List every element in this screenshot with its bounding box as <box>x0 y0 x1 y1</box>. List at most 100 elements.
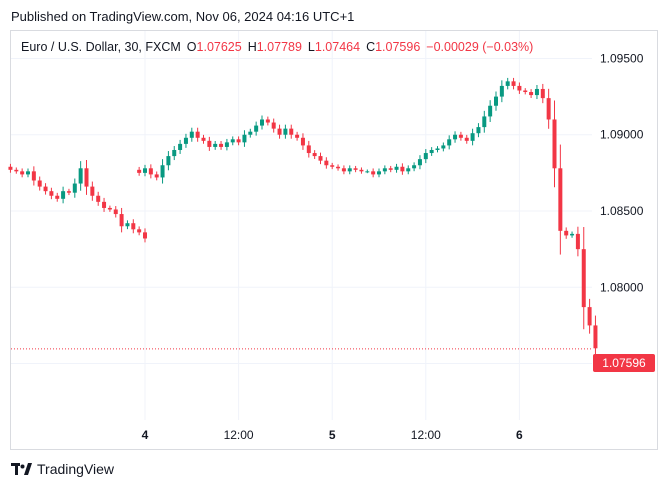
candle-body <box>84 168 89 187</box>
candle-body <box>476 127 481 134</box>
candle-body <box>277 128 282 135</box>
candle-body <box>78 168 83 184</box>
candle-body <box>417 159 422 166</box>
y-tick-label: 1.09500 <box>600 51 644 65</box>
candle-body <box>61 191 66 199</box>
candle-body <box>353 168 358 170</box>
candle-body <box>388 168 393 170</box>
candle-body <box>517 85 522 91</box>
y-tick-label: 1.09000 <box>600 128 644 142</box>
candle-body <box>400 166 405 172</box>
x-tick-label: 12:00 <box>411 428 441 442</box>
candle-body <box>271 122 276 129</box>
candle-body <box>219 143 224 147</box>
candle-body <box>318 156 323 161</box>
candle-body <box>236 139 241 143</box>
candle-body <box>20 171 25 175</box>
candle-body <box>55 195 60 199</box>
candle-body <box>131 223 136 230</box>
candle-body <box>494 96 498 106</box>
legend-low-label: L <box>307 40 315 54</box>
candle-body <box>230 139 235 143</box>
brand-footer: TradingView <box>11 461 114 477</box>
candle-body <box>242 134 247 143</box>
tradingview-logo-icon <box>11 463 32 475</box>
candle-body <box>394 166 399 170</box>
candle-body <box>31 171 36 181</box>
candle-body <box>183 137 188 144</box>
candle-body <box>564 230 569 236</box>
candle-body <box>260 119 264 126</box>
candle-body <box>593 325 598 349</box>
candle-body <box>324 160 329 166</box>
candle-body <box>102 201 107 208</box>
candle-body <box>365 171 370 173</box>
candle-body <box>377 171 381 175</box>
candle-body <box>347 168 352 172</box>
candle-body <box>37 180 42 187</box>
candle-body <box>447 139 452 146</box>
candle-body <box>66 191 71 193</box>
candle-body <box>523 90 528 93</box>
candle-body <box>453 134 458 140</box>
candle-body <box>423 153 428 160</box>
candle-body <box>189 131 194 138</box>
legend-open-value: 1.07625 <box>196 40 242 54</box>
candle-body <box>72 183 77 193</box>
x-tick-label: 4 <box>142 428 149 442</box>
published-caption: Published on TradingView.com, Nov 06, 20… <box>11 9 355 24</box>
chart-frame[interactable] <box>10 30 658 450</box>
candle-body <box>482 116 487 128</box>
candle-body <box>406 168 411 172</box>
candle-body <box>160 165 165 178</box>
candle-body <box>546 98 551 120</box>
candle-body <box>552 119 557 169</box>
brand-name: TradingView <box>37 461 115 477</box>
candle-body <box>289 128 294 135</box>
legend-symbol: Euro / U.S. Dollar, 30, FXCM <box>21 40 181 54</box>
y-tick-label: 1.08000 <box>600 280 644 294</box>
candle-body <box>148 168 153 175</box>
x-tick-label: 6 <box>516 428 523 442</box>
candle-body <box>330 165 335 167</box>
candle-body <box>265 119 270 123</box>
candle-body <box>534 88 539 96</box>
candle-body <box>137 229 142 233</box>
candle-body <box>295 134 300 138</box>
candle-body <box>137 169 142 173</box>
x-tick-label: 5 <box>329 428 336 442</box>
last-price-tag: 1.07596 <box>593 354 655 372</box>
candle-body <box>336 166 341 169</box>
legend-open-label: O <box>186 40 197 54</box>
candle-body <box>499 85 504 97</box>
candle-body <box>207 140 212 147</box>
candle-body <box>283 128 288 135</box>
candle-body <box>341 168 346 172</box>
candle-body <box>154 174 159 178</box>
candle-body <box>213 143 218 147</box>
candle-body <box>581 249 586 308</box>
candle-body <box>300 137 305 146</box>
candle-body <box>113 209 118 215</box>
legend-close-value: 1.07596 <box>375 40 421 54</box>
candle-body <box>125 223 130 227</box>
candle-body <box>558 168 563 231</box>
candle-body <box>119 214 124 227</box>
y-tick-label: 1.08500 <box>600 204 644 218</box>
candle-body <box>570 233 575 236</box>
candle-body <box>96 195 101 202</box>
candle-body <box>224 142 229 147</box>
candle-body <box>172 149 177 157</box>
candle-body <box>435 148 440 150</box>
candle-body <box>90 186 95 196</box>
candle-body <box>587 307 592 326</box>
candle-body <box>166 156 171 166</box>
candle-body <box>49 191 54 196</box>
candle-body <box>306 145 311 154</box>
candle-body <box>412 165 417 169</box>
candle-body <box>458 134 463 138</box>
candle-body <box>441 145 446 149</box>
legend-close-label: C <box>366 40 376 54</box>
candle-body <box>254 125 259 132</box>
